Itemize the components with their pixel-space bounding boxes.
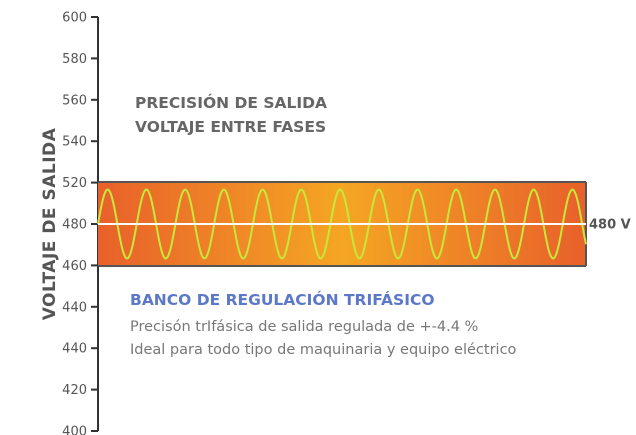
y-tick-label: 600: [62, 11, 87, 26]
y-tick-label: 520: [62, 176, 87, 191]
y-tick-label: 440: [62, 300, 87, 315]
reference-label: 480 V: [589, 218, 631, 233]
y-axis: 600 580 560 540 520 480 460 440 440 420 400: [62, 11, 99, 435]
y-axis-title: VOLTAJE DE SALIDA: [40, 127, 60, 320]
y-tick-label: 420: [62, 383, 87, 398]
y-tick-label: 400: [62, 425, 87, 435]
y-tick-label: 560: [62, 93, 87, 108]
info-title: BANCO DE REGULACIÓN TRIFÁSICO: [130, 290, 435, 309]
annotation-line-1: PRECISIÓN DE SALIDA: [135, 93, 327, 112]
y-tick-label: 540: [62, 135, 87, 150]
info-line-2: Ideal para todo tipo de maquinaria y equ…: [130, 342, 517, 358]
y-tick-label: 580: [62, 52, 87, 67]
y-tick-label: 440: [62, 342, 87, 357]
info-line-1: Precisón trIfásica de salida regulada de…: [130, 319, 478, 335]
y-tick-label: 460: [62, 259, 87, 274]
y-tick-label: 480: [62, 218, 87, 233]
annotation-line-2: VOLTAJE ENTRE FASES: [135, 118, 326, 136]
